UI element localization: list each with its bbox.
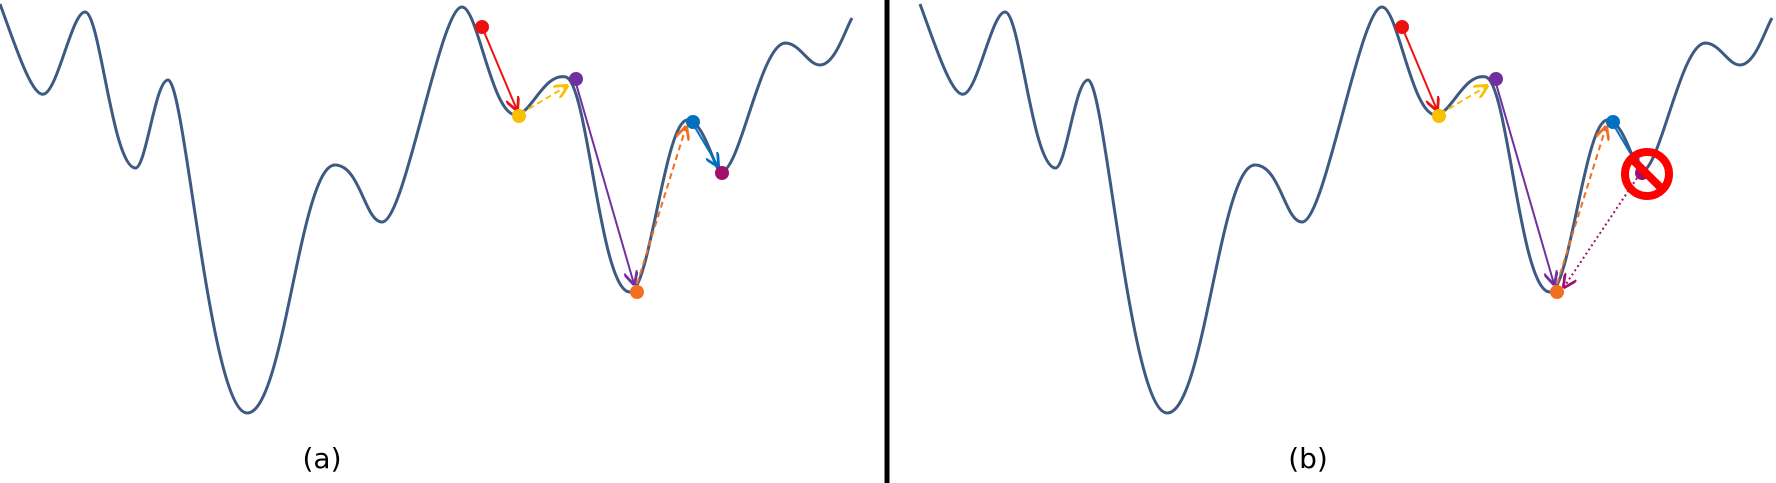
panel-b: (b): [918, 3, 1774, 475]
panel-a: (a): [0, 3, 854, 475]
panel-b-caption: (b): [1288, 442, 1328, 475]
state-blue: [686, 115, 700, 129]
panel-a-caption: (a): [302, 442, 341, 475]
arrow-blue: [692, 123, 718, 166]
arrow-purple: [1494, 79, 1554, 284]
state-blue: [1606, 115, 1620, 129]
state-purple: [1489, 72, 1503, 86]
landscape-curve: [918, 3, 1774, 415]
state-orange: [1550, 285, 1564, 299]
state-purple: [569, 72, 583, 86]
arrow-magenta-dotted: [1564, 177, 1638, 287]
arrow-red: [1401, 26, 1437, 110]
arrow-red: [481, 26, 517, 110]
state-magenta: [715, 166, 729, 180]
state-yellow: [1432, 109, 1446, 123]
state-red: [475, 20, 489, 34]
state-yellow: [512, 109, 526, 123]
arrow-orange-dashed: [1556, 127, 1606, 285]
arrow-purple: [574, 79, 634, 284]
arrow-yellow-dashed: [1439, 86, 1487, 115]
landscape-curve: [0, 3, 854, 415]
arrow-orange-dashed: [636, 127, 686, 285]
prohibited-icon: [1621, 148, 1673, 200]
state-red: [1395, 20, 1409, 34]
arrow-yellow-dashed: [519, 86, 567, 115]
state-orange: [630, 285, 644, 299]
